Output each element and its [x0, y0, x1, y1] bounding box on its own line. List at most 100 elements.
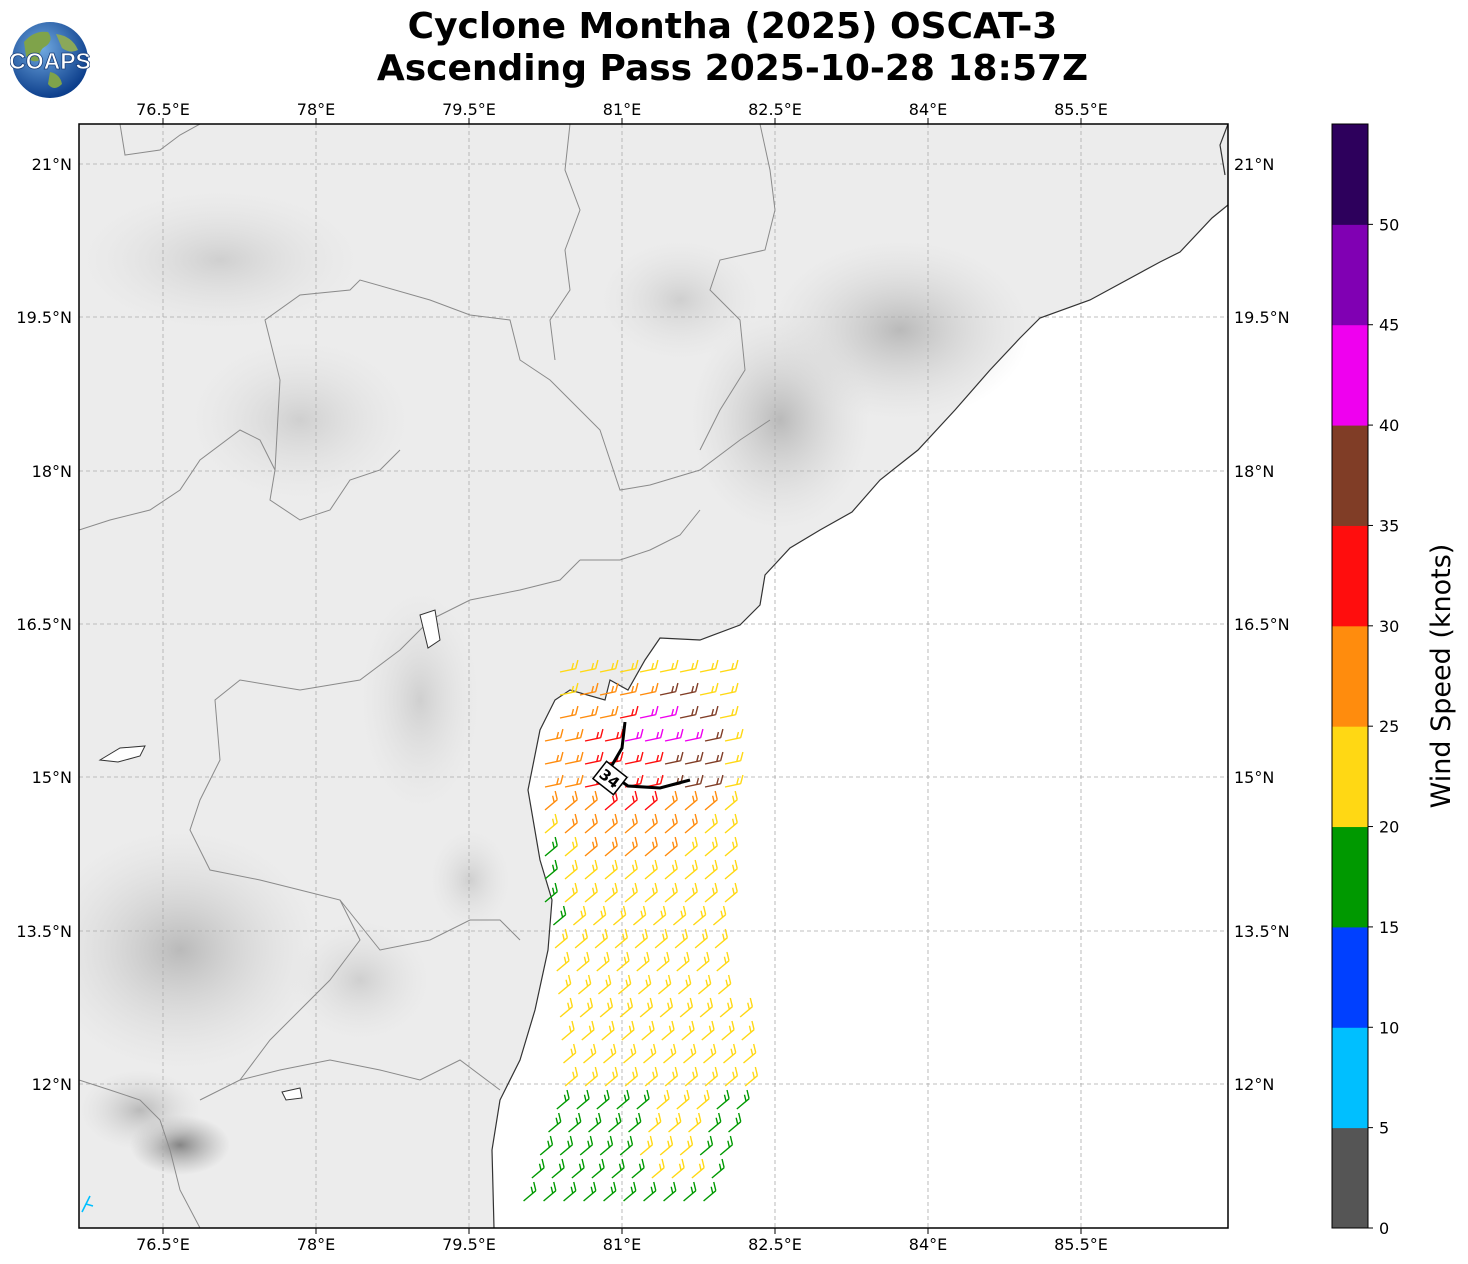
wind-barb: [719, 682, 739, 696]
colorbar-bin: [1332, 324, 1368, 426]
lat-label-left: 18°N: [32, 462, 72, 481]
wind-barb: [617, 974, 632, 995]
wind-barb: [636, 1089, 650, 1110]
wind-barb: [721, 1020, 735, 1041]
wind-barb: [672, 905, 687, 926]
wind-barb: [581, 1020, 595, 1041]
lat-label-right: 16.5°N: [1234, 615, 1290, 634]
wind-barb: [563, 1181, 577, 1202]
wind-barb: [584, 836, 598, 857]
wind-barb: [564, 813, 578, 834]
wind-barb: [596, 1089, 610, 1110]
wind-barb: [691, 1158, 705, 1179]
colorbar-frame: [1331, 123, 1369, 1229]
colorbar-bin: [1332, 124, 1368, 225]
wind-barb: [579, 659, 599, 673]
wind-barb: [574, 928, 589, 949]
wind-barb: [579, 1135, 594, 1156]
wind-barb: [531, 1158, 545, 1179]
wind-barb: [584, 728, 604, 742]
lon-label-top: 79.5°E: [442, 100, 496, 119]
wind-barb: [564, 728, 584, 742]
wind-barb: [712, 905, 727, 926]
colorbar-bin: [1332, 1127, 1368, 1229]
wind-barb: [604, 813, 618, 834]
wind-barb: [579, 997, 594, 1018]
wind-barb: [621, 1020, 635, 1041]
lat-label-right: 13.5°N: [1234, 922, 1290, 941]
wind-barb: [683, 1043, 697, 1064]
wind-barb: [696, 951, 710, 972]
wind-barb: [579, 705, 599, 719]
colorbar-bin: [1332, 224, 1368, 326]
wind-barb: [624, 813, 638, 834]
wind-barb: [679, 705, 699, 719]
wind-barb: [554, 928, 569, 949]
wind-barb: [684, 836, 698, 857]
colorbar-tick-label: 5: [1379, 1119, 1389, 1138]
wind-barb: [544, 836, 558, 857]
wind-barb: [599, 997, 614, 1018]
wind-barb: [628, 1112, 642, 1133]
lat-label-right: 12°N: [1234, 1075, 1274, 1094]
wind-barb: [724, 1066, 739, 1087]
lon-label-top: 78°E: [297, 100, 335, 119]
wind-barb: [619, 659, 639, 673]
coaps-logo: COAPS: [10, 22, 90, 98]
wind-barb: [556, 951, 570, 972]
wind-barb: [684, 751, 704, 765]
wind-barb: [552, 905, 567, 926]
wind-barb: [564, 774, 584, 788]
colorbar-tick-label: 20: [1379, 818, 1399, 837]
wind-barb: [663, 1043, 677, 1064]
wind-barb: [616, 1089, 630, 1110]
wind-barb: [588, 1112, 602, 1133]
wind-barb: [624, 859, 638, 880]
wind-barb: [604, 859, 618, 880]
wind-barb: [544, 859, 558, 880]
wind-barb: [603, 1181, 617, 1202]
colorbar-tick-label: 50: [1379, 215, 1399, 234]
lon-label-bottom: 85.5°E: [1054, 1235, 1108, 1254]
lon-label-top: 82.5°E: [748, 100, 802, 119]
wind-barb: [704, 882, 718, 903]
wind-barb: [596, 951, 610, 972]
wind-barb: [563, 1043, 577, 1064]
wind-barb: [659, 997, 674, 1018]
wind-barb: [703, 1181, 717, 1202]
wind-barb: [644, 790, 658, 811]
wind-barb: [608, 1112, 622, 1133]
wind-barb: [659, 682, 679, 696]
map-area: 34: [79, 124, 1228, 1228]
wind-barb: [736, 1089, 750, 1110]
lon-label-top: 76.5°E: [136, 100, 190, 119]
wind-barb: [619, 705, 639, 719]
wind-barb: [599, 1135, 614, 1156]
wind-barb: [676, 951, 690, 972]
wind-barb: [604, 1066, 619, 1087]
wind-barb: [657, 974, 672, 995]
wind-barb: [704, 1066, 719, 1087]
wind-barb: [523, 1181, 537, 1202]
wind-barb: [564, 1066, 579, 1087]
wind-barb: [659, 659, 679, 673]
wind-barb: [679, 682, 699, 696]
wind-barb: [619, 997, 634, 1018]
wind-barb: [584, 813, 598, 834]
wind-barb: [579, 682, 599, 696]
wind-barb: [699, 997, 714, 1018]
wind-barb: [724, 751, 744, 765]
colorbar-bin: [1332, 425, 1368, 526]
wind-barb: [683, 1181, 697, 1202]
wind-barb: [684, 1066, 699, 1087]
colorbar-tick-label: 10: [1379, 1018, 1399, 1037]
wind-barb: [551, 1158, 565, 1179]
wind-barb: [664, 790, 678, 811]
wind-barb: [544, 882, 558, 903]
wind-barb: [544, 790, 558, 811]
colorbar-tick-label: 35: [1379, 516, 1399, 535]
wind-barb: [631, 1158, 645, 1179]
wind-barb: [571, 1158, 585, 1179]
wind-barb: [644, 751, 664, 765]
wind-barb: [664, 1066, 679, 1087]
